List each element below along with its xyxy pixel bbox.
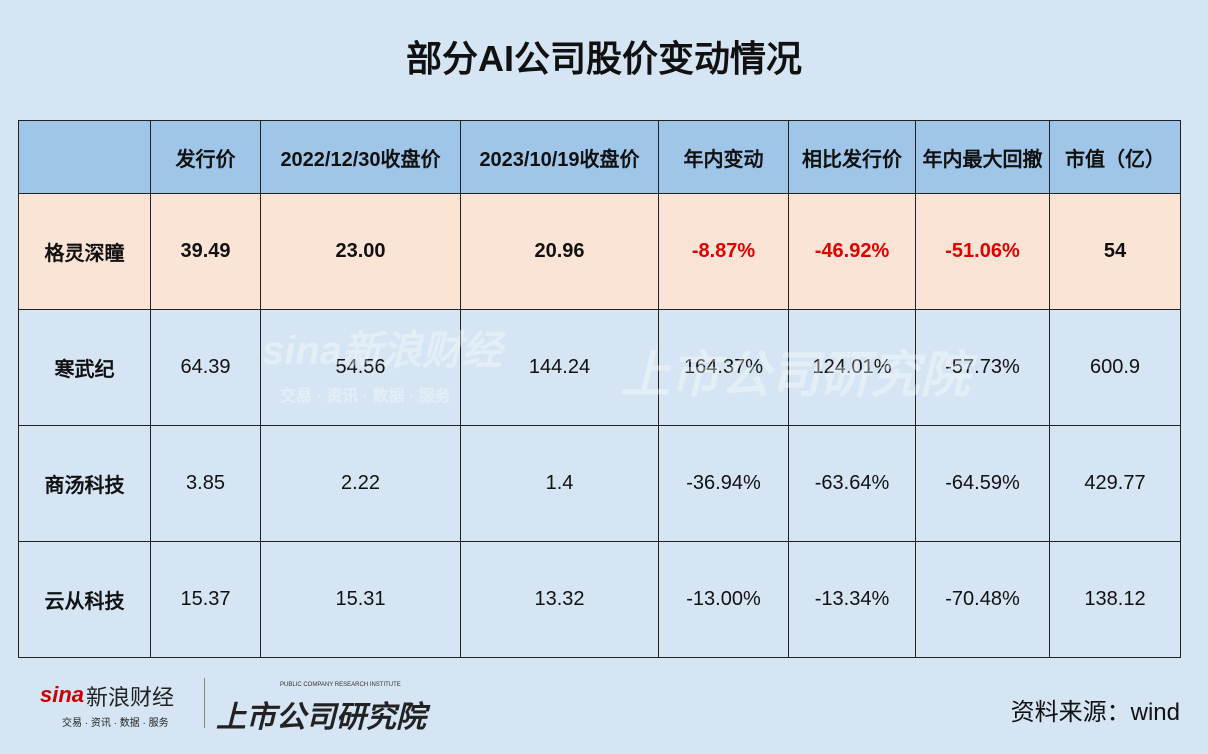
- logo: sina 新浪财经 交易 · 资讯 · 数据 · 服务 PUBLIC COMPA…: [40, 678, 440, 734]
- table-cell: -13.34%: [788, 541, 916, 658]
- table-cell: 2.22: [260, 425, 461, 542]
- logo-institute: 上市公司研究院: [216, 701, 426, 734]
- table-cell: 54.56: [260, 309, 461, 426]
- corner-cell: [18, 120, 151, 194]
- logo-sina: sina: [40, 682, 85, 707]
- table-cell: 15.37: [150, 541, 261, 658]
- table-cell: -63.64%: [788, 425, 916, 542]
- logo-institute-en: PUBLIC COMPANY RESEARCH INSTITUTE: [280, 682, 401, 688]
- table-cell: -51.06%: [915, 193, 1050, 310]
- table-cell: 600.9: [1049, 309, 1181, 426]
- table-row: 云从科技 15.37 15.31 13.32 -13.00% -13.34% -70.48%…: [18, 541, 1181, 658]
- table-row: 商汤科技 3.85 2.22 1.4 -36.94% -63.64% -64.59% 429.…: [18, 425, 1181, 542]
- table-cell: -64.59%: [915, 425, 1050, 542]
- divider: [204, 678, 205, 728]
- title: 部分AI公司股价变动情况: [405, 38, 802, 79]
- table: 发行价 2022/12/30收盘价 2023/10/19收盘价 年内变动 相比发行价 年内…: [18, 120, 1181, 658]
- table-cell: 3.85: [150, 425, 261, 542]
- row-header: 商汤科技: [18, 425, 151, 542]
- logo-tagline: 交易 · 资讯 · 数据 · 服务: [62, 718, 169, 729]
- header-row: 发行价 2022/12/30收盘价 2023/10/19收盘价 年内变动 相比发行价 年内…: [18, 120, 1181, 194]
- column-header: 2023/10/19收盘价: [460, 120, 659, 194]
- table-cell: 1.4: [460, 425, 659, 542]
- table-cell: 429.77: [1049, 425, 1181, 542]
- table-cell: 23.00: [260, 193, 461, 310]
- table-cell: 20.96: [460, 193, 659, 310]
- table-cell: 54: [1049, 193, 1181, 310]
- column-header: 发行价: [150, 120, 261, 194]
- table-cell: -57.73%: [915, 309, 1050, 426]
- row-header: 格灵深瞳: [18, 193, 151, 310]
- column-header: 2022/12/30收盘价: [260, 120, 461, 194]
- table-cell: -46.92%: [788, 193, 916, 310]
- table-cell: -13.00%: [658, 541, 789, 658]
- table-row: 格灵深瞳 39.49 23.00 20.96 -8.87% -46.92% -51.06% 5…: [18, 193, 1181, 310]
- table-cell: 39.49: [150, 193, 261, 310]
- table-cell: 124.01%: [788, 309, 916, 426]
- table-cell: 13.32: [460, 541, 659, 658]
- column-header: 年内变动: [658, 120, 789, 194]
- source: 资料来源：wind: [1010, 699, 1180, 726]
- table-cell: 138.12: [1049, 541, 1181, 658]
- table-cell: 144.24: [460, 309, 659, 426]
- row-header: 寒武纪: [18, 309, 151, 426]
- table-cell: 164.37%: [658, 309, 789, 426]
- table-cell: -36.94%: [658, 425, 789, 542]
- logo-brand: 新浪财经: [86, 685, 175, 710]
- table-cell: -70.48%: [915, 541, 1050, 658]
- row-header: 云从科技: [18, 541, 151, 658]
- table-row: 寒武纪 64.39 54.56 144.24 164.37% 124.01% -57.73%…: [18, 309, 1181, 426]
- column-header: 年内最大回撤: [915, 120, 1050, 194]
- column-header: 市值（亿）: [1049, 120, 1181, 194]
- table-cell: 15.31: [260, 541, 461, 658]
- table-cell: 64.39: [150, 309, 261, 426]
- table-cell: -8.87%: [658, 193, 789, 310]
- column-header: 相比发行价: [788, 120, 916, 194]
